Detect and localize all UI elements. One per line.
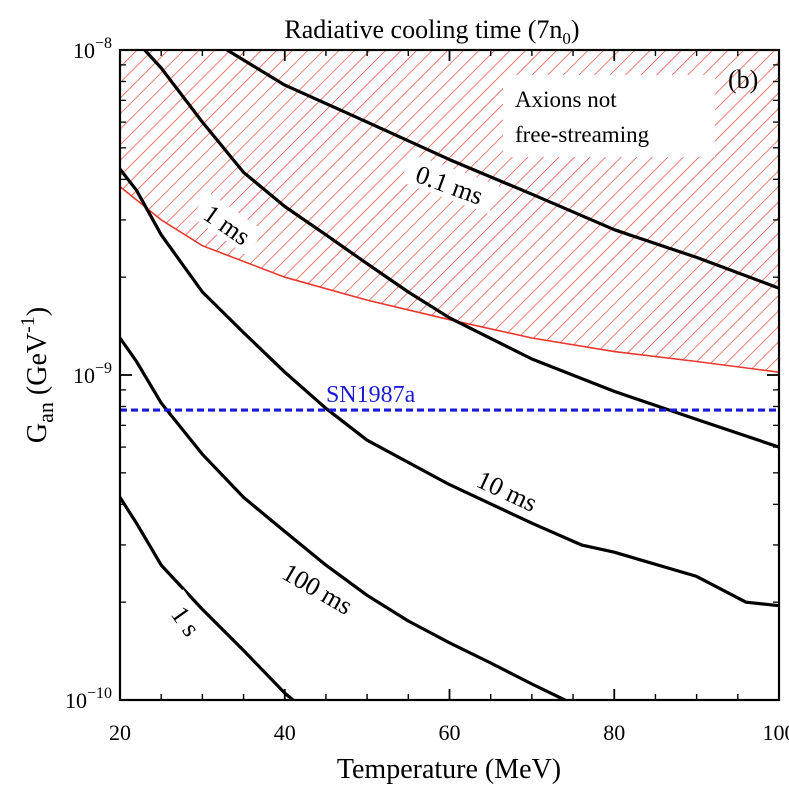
contour-label-group-100-ms: 100 ms	[269, 551, 367, 625]
region-label-background	[503, 75, 715, 157]
region-label-line1: Axions not	[515, 87, 617, 112]
contour-lines	[120, 50, 779, 700]
contour-line-1-ms	[143, 50, 779, 449]
contour-line-100-ms	[120, 336, 567, 700]
contour-label-group-1-s: 1 s	[158, 589, 215, 652]
contour-line-1-s	[120, 495, 295, 700]
region-label-line2: free-streaming	[515, 122, 650, 147]
contour-label-bg-1-ms	[191, 192, 265, 256]
sn1987a-label: SN1987a	[326, 382, 416, 408]
contour-line-0-1-ms	[225, 50, 779, 290]
contour-label-bg-0-1-ms	[400, 153, 500, 214]
contour-label-100-ms: 100 ms	[277, 558, 357, 621]
x-tick-label: 80	[603, 720, 625, 745]
y-tick-label: 10−8	[73, 35, 112, 63]
y-tick-label: 10−10	[65, 685, 112, 713]
contour-label-bg-1-s	[158, 589, 215, 652]
x-tick-label: 20	[109, 720, 131, 745]
sn1987a-reference: SN1987a	[120, 382, 779, 412]
contour-label-bg-100-ms	[269, 551, 367, 625]
x-axis-title: Temperature (MeV)	[337, 754, 561, 785]
panel-label: (b)	[728, 65, 758, 94]
axis-ticks: 20 40 60 80 100 10−8 10−9 10−10	[65, 35, 789, 745]
contour-line-10-ms	[120, 167, 779, 608]
chart-title: Radiative cooling time (7n0)	[284, 15, 579, 48]
x-tick-label: 40	[274, 720, 296, 745]
y-axis-title: Gan (GeV-1)	[17, 307, 58, 443]
x-tick-label: 100	[763, 720, 789, 745]
y-tick-label: 10−9	[73, 360, 112, 388]
contour-label-bg-10-ms	[464, 459, 551, 521]
region-boundary-line	[120, 185, 779, 373]
x-tick-label: 60	[439, 720, 461, 745]
